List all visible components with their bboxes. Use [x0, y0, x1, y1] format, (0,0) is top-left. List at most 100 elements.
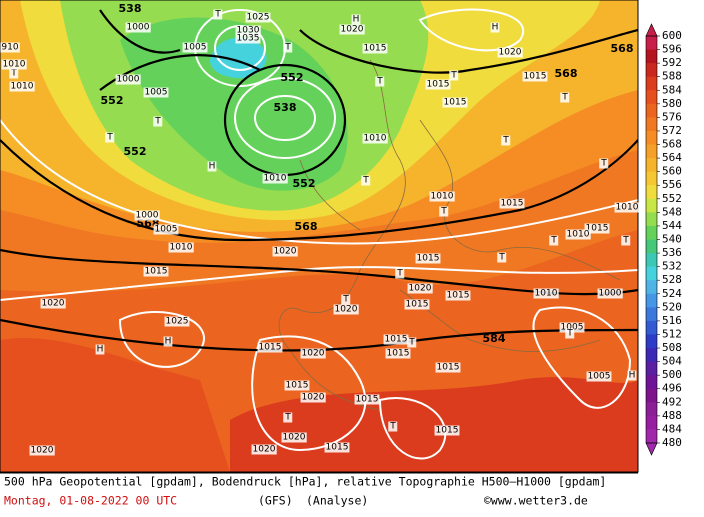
map-label: 1000 [117, 75, 140, 85]
map-label: 1020 [409, 284, 432, 294]
map-label-bg [1, 59, 27, 70]
map-label-bg [565, 328, 575, 339]
map-label: 1015 [145, 267, 168, 277]
colorbar-band [646, 415, 657, 430]
map-label: 1010 [567, 230, 590, 240]
map-label: 1020 [253, 445, 276, 455]
map-label-bg [284, 380, 310, 391]
colorbar-tick-label: 524 [662, 287, 682, 300]
map-label-bg [207, 161, 217, 172]
map-label-bg [407, 337, 417, 348]
map-label: 1015 [387, 349, 410, 359]
map-label: 1000 [136, 211, 159, 221]
map-label: T [566, 329, 573, 339]
map-label-bg [95, 344, 105, 355]
colorbar-band [646, 361, 657, 376]
map-label: 1010 [11, 82, 34, 92]
colorbar-tick-label: 564 [662, 151, 682, 164]
map-label-bg [442, 97, 468, 108]
map-label: T [10, 69, 17, 79]
map-label-bg [235, 33, 261, 44]
colorbar: 6005965925885845805765725685645605565525… [645, 23, 682, 456]
map-label: 1015 [364, 44, 387, 54]
map-label: 1015 [417, 254, 440, 264]
colorbar-tick-label: 512 [662, 327, 682, 340]
colorbar-band [646, 158, 657, 173]
map-label: 1015 [444, 98, 467, 108]
map-label-bg [339, 24, 365, 35]
map-label: H [209, 162, 216, 172]
colorbar-band [646, 307, 657, 322]
colorbar-band [646, 334, 657, 349]
map-label-bg [115, 74, 141, 85]
map-label: 1005 [155, 225, 178, 235]
map-label: 1015 [259, 343, 282, 353]
colorbar-band [646, 225, 657, 240]
map-label-bg [429, 191, 455, 202]
map-label-bg [434, 425, 460, 436]
map-label-bg [153, 116, 163, 127]
map-label-bg [281, 432, 307, 443]
map-label-bg [272, 246, 298, 257]
colorbar-tick-label: 500 [662, 368, 682, 381]
colorbar-band [646, 212, 657, 227]
map-label: 1015 [501, 199, 524, 209]
map-label-bg [439, 206, 449, 217]
map-label: T [502, 136, 509, 146]
map-label: 1015 [326, 443, 349, 453]
colorbar-tick-label: 588 [662, 70, 682, 83]
map-label: 1020 [335, 305, 358, 315]
map-label: 1015 [406, 300, 429, 310]
map-label-bg [501, 135, 511, 146]
map-label: 568 [295, 220, 318, 233]
colorbar-band [646, 63, 657, 78]
colorbar-band [646, 49, 657, 64]
map-label-bg [262, 173, 288, 184]
colorbar-tick-label: 508 [662, 341, 682, 354]
map-label-bg [283, 412, 293, 423]
map-label-bg [40, 298, 66, 309]
map-label: T [284, 43, 291, 53]
map-label: T [498, 253, 505, 263]
colorbar-band [646, 429, 657, 444]
map-label: 568 [611, 42, 634, 55]
colorbar-cap [645, 23, 658, 37]
map-label: 538 [119, 2, 142, 15]
map-label-bg [599, 158, 609, 169]
map-label: T [376, 77, 383, 87]
colorbar-band [646, 171, 657, 186]
map-label-bg [375, 76, 385, 87]
map-label: 568 [555, 67, 578, 80]
map-label: 552 [101, 94, 124, 107]
map-label: 1015 [356, 395, 379, 405]
map-label-bg [560, 92, 570, 103]
map-label: 1030 [237, 26, 260, 36]
map-label: H [492, 23, 499, 33]
map-label-bg [105, 132, 115, 143]
map-label-bg [597, 288, 623, 299]
map-label: 1000 [599, 289, 622, 299]
caption-copyright: ©www.wetter3.de [484, 494, 588, 508]
colorbar-band [646, 185, 657, 200]
map-label: 1005 [145, 88, 168, 98]
colorbar-tick-label: 484 [662, 422, 682, 435]
map-label: 1010 [431, 192, 454, 202]
colorbar-tick-label: 540 [662, 233, 682, 246]
map-label: 1015 [586, 224, 609, 234]
map-label-bg [257, 342, 283, 353]
colorbar-band [646, 76, 657, 91]
map-label-bg [614, 202, 640, 213]
colorbar-band [646, 388, 657, 403]
colorbar-band [646, 239, 657, 254]
map-label-bg [425, 79, 451, 90]
map-label: 584 [483, 332, 506, 345]
map-label-bg [395, 268, 405, 279]
map-label: T [622, 236, 629, 246]
colorbar-band [646, 144, 657, 159]
map-label: 1010 [3, 60, 26, 70]
map-label: 1025 [166, 317, 189, 327]
colorbar-tick-label: 580 [662, 97, 682, 110]
map-label-bg [627, 370, 637, 381]
map-label: 1015 [437, 363, 460, 373]
map-label-bg [497, 252, 507, 263]
